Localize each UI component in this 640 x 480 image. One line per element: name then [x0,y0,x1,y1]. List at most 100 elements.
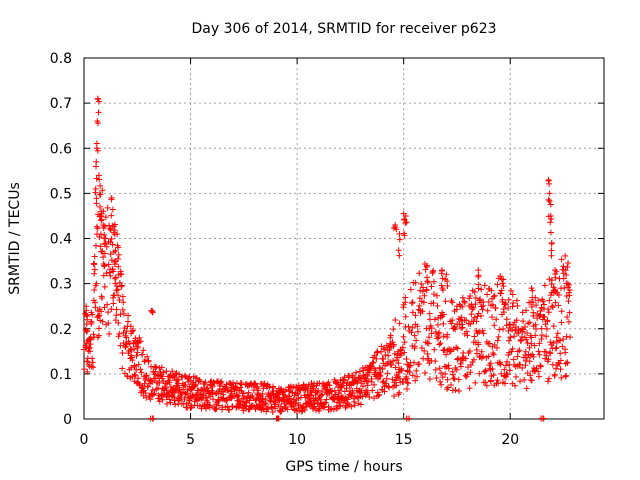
data-point [119,349,126,356]
data-point [545,375,552,382]
data-point [120,329,127,336]
data-point [354,379,361,386]
data-point [105,320,112,327]
data-point [134,344,141,351]
data-point [396,230,403,237]
data-point [439,374,446,381]
data-point [96,203,103,210]
data-point [128,354,135,361]
data-point [325,379,332,386]
data-point [440,320,447,327]
data-point [502,301,509,308]
data-point [391,350,398,357]
data-point [386,344,393,351]
data-point [559,343,566,350]
data-point [92,189,99,196]
data-point [434,321,441,328]
data-point [149,378,156,385]
data-point [520,318,527,325]
data-point [115,292,122,299]
data-point [562,373,569,380]
data-point [145,358,152,365]
data-point [93,223,100,230]
data-point [417,287,424,294]
data-point [419,308,426,315]
y-tick-label: 0.7 [50,96,72,112]
data-point [143,372,150,379]
data-point [565,298,572,305]
data-point [101,262,108,269]
data-point [348,403,355,410]
data-point [113,306,120,313]
data-point [92,242,99,249]
data-point [552,271,559,278]
y-tick-label: 0.1 [50,367,72,383]
data-point [337,402,344,409]
data-point [115,244,122,251]
data-point [393,382,400,389]
data-point [323,396,330,403]
data-point [478,286,485,293]
data-point [87,341,94,348]
data-point [107,272,114,279]
data-point [448,297,455,304]
data-point [108,235,115,242]
data-point [523,307,530,314]
data-point [463,328,470,335]
data-point [402,313,409,320]
data-point [101,283,108,290]
data-point [377,369,384,376]
data-point [504,371,511,378]
data-point [398,350,405,357]
data-point [326,382,333,389]
data-point [425,340,432,347]
data-point [111,261,118,268]
data-point [563,372,570,379]
data-point [264,406,271,413]
data-point [445,384,452,391]
data-point [218,378,225,385]
data-point [431,316,438,323]
data-point [359,393,366,400]
data-point [83,328,90,335]
data-point [498,287,505,294]
data-point [96,213,103,220]
data-point [135,361,142,368]
data-point [133,366,140,373]
data-point [405,323,412,330]
data-point [399,344,406,351]
data-point [119,365,126,372]
data-point [140,347,147,354]
data-point [136,381,143,388]
data-point [401,339,408,346]
data-point [549,303,556,310]
data-point [101,304,108,311]
data-point [278,408,285,415]
data-point [544,378,551,385]
x-axis-title: GPS time / hours [285,459,402,475]
data-point [459,303,466,310]
data-point [115,319,122,326]
data-point [291,406,298,413]
data-point [369,387,376,394]
data-point [147,377,154,384]
data-point [432,366,439,373]
data-point [396,320,403,327]
data-point [412,312,419,319]
data-point [420,299,427,306]
data-point [406,363,413,370]
data-point [336,387,343,394]
data-point [509,326,516,333]
data-point [554,330,561,337]
data-point [444,376,451,383]
data-point [551,371,558,378]
data-point [436,365,443,372]
data-point [130,327,137,334]
data-point [115,263,122,270]
data-point [430,299,437,306]
data-point [424,350,431,357]
data-point [115,251,122,258]
x-tick-label: 15 [395,432,413,448]
data-point [527,299,534,306]
data-point [454,345,461,352]
